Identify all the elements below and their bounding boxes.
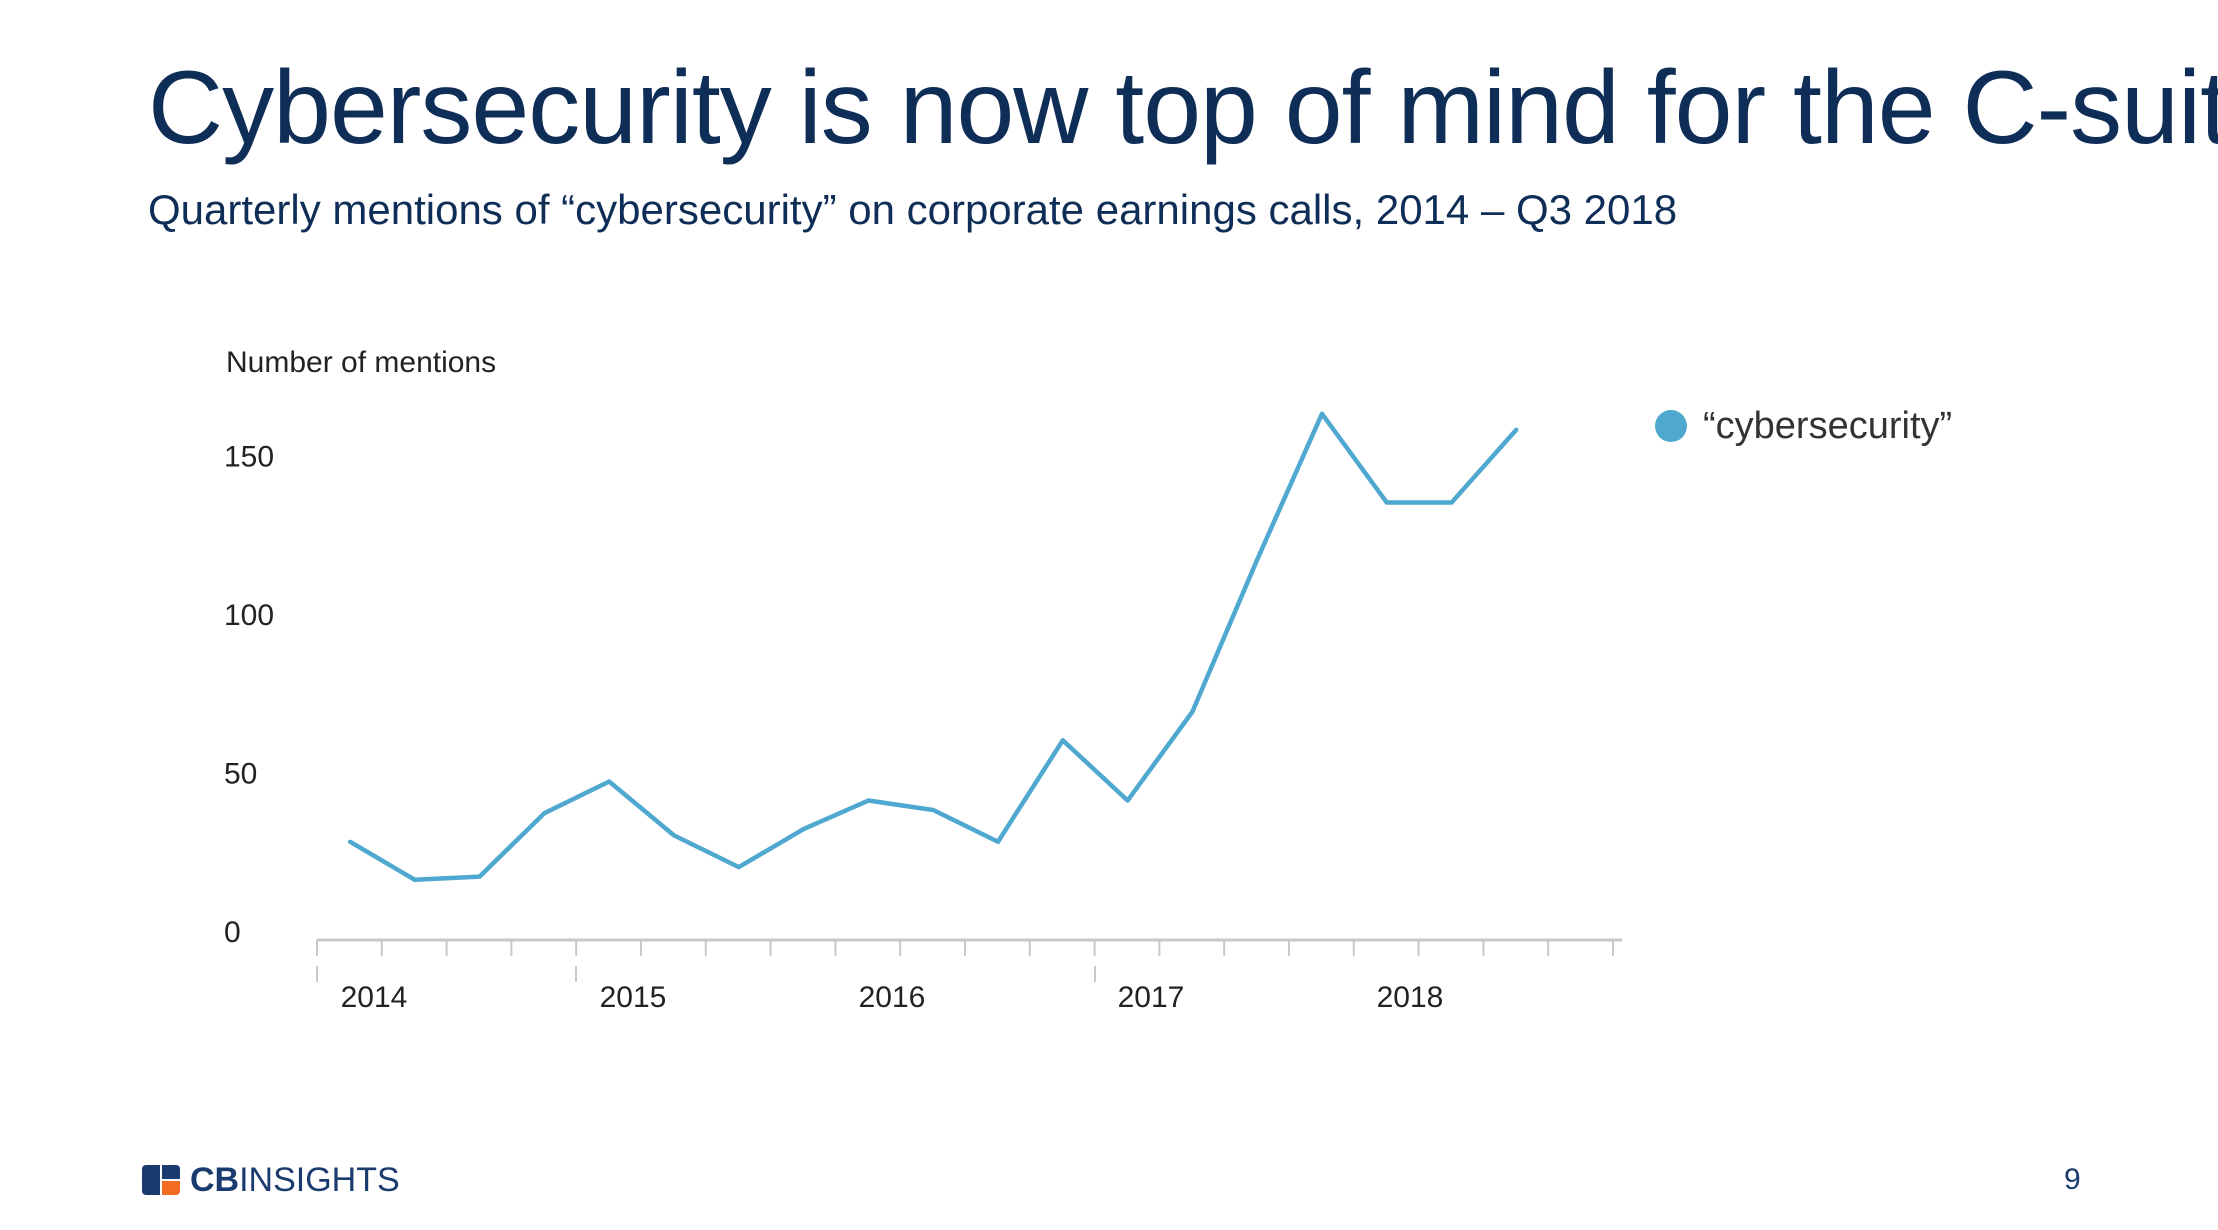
data-point — [1320, 411, 1324, 416]
cbinsights-logo-icon — [142, 1165, 182, 1195]
legend-marker — [1655, 410, 1687, 442]
data-point — [931, 808, 936, 813]
data-point — [672, 833, 676, 838]
y-tick-label: 50 — [224, 758, 257, 791]
data-point — [1190, 709, 1195, 714]
x-axis: 2014 2015 2016 2017 2018 — [316, 938, 1622, 1014]
x-tick-label: 2015 — [600, 981, 667, 1014]
data-point — [1125, 798, 1130, 803]
data-point — [412, 877, 417, 882]
page-number: 9 — [2064, 1163, 2081, 1196]
data-point — [607, 779, 612, 784]
x-tick-label: 2014 — [341, 981, 408, 1014]
x-tick-label: 2016 — [859, 981, 926, 1014]
series-layer — [348, 411, 1519, 883]
y-tick-label: 100 — [224, 599, 274, 632]
data-point — [801, 827, 806, 832]
data-point — [348, 839, 352, 844]
data-point — [1449, 500, 1454, 505]
data-point — [1060, 738, 1065, 743]
data-point — [866, 798, 871, 803]
data-point — [1384, 500, 1389, 505]
slide-subtitle: Quarterly mentions of “cybersecurity” on… — [148, 186, 1678, 233]
y-tick-label: 0 — [224, 916, 241, 949]
legend: “cybersecurity” — [1655, 405, 1952, 447]
x-tick-label: 2018 — [1377, 981, 1444, 1014]
data-point — [1514, 427, 1519, 432]
legend-label: “cybersecurity” — [1703, 405, 1952, 447]
cbinsights-logo: CBINSIGHTS — [142, 1158, 400, 1202]
data-point — [542, 811, 547, 816]
data-point — [996, 839, 1000, 844]
y-axis-ticks: 0 50 100 150 — [224, 441, 274, 950]
y-tick-label: 150 — [224, 441, 274, 474]
data-point — [477, 874, 482, 879]
slide-title: Cybersecurity is now top of mind for the… — [148, 50, 2218, 166]
cbinsights-logo-text: CBINSIGHTS — [190, 1160, 400, 1199]
x-tick-label: 2017 — [1118, 981, 1185, 1014]
data-point — [736, 865, 741, 870]
y-axis-label: Number of mentions — [226, 346, 496, 379]
data-point — [1255, 557, 1260, 562]
